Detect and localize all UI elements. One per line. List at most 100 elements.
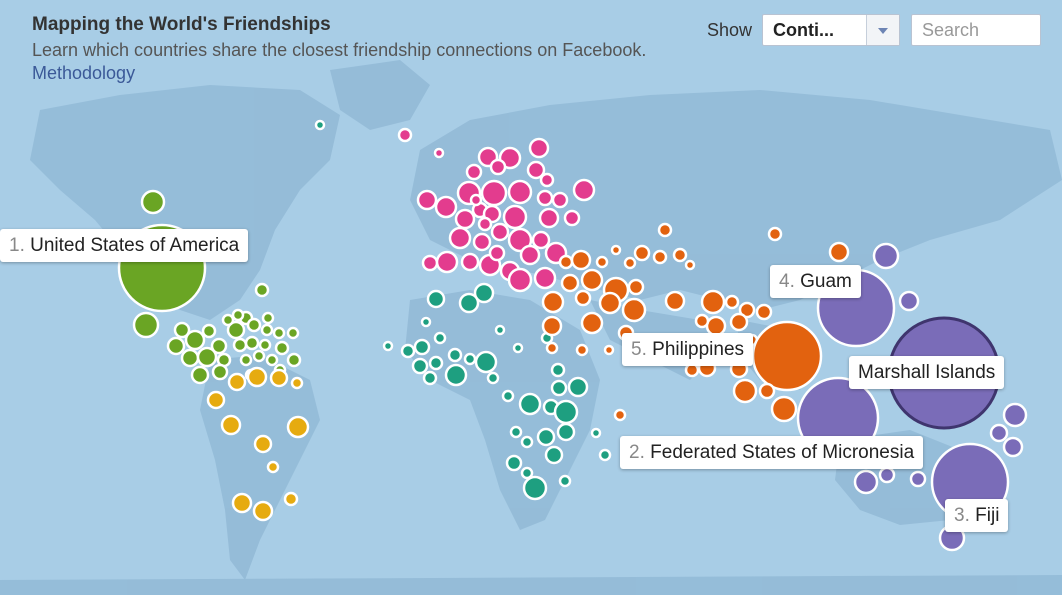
country-bubble-africa[interactable]	[494, 324, 506, 336]
country-bubble-oceania[interactable]	[898, 290, 920, 312]
country-bubble-asia[interactable]	[580, 311, 604, 335]
country-bubble-africa[interactable]	[428, 355, 444, 371]
country-bubble-north-america[interactable]	[196, 346, 218, 368]
methodology-link[interactable]: Methodology	[32, 63, 136, 83]
country-bubble-north-america[interactable]	[272, 326, 286, 340]
country-bubble-north-america[interactable]	[252, 349, 266, 363]
label-fiji[interactable]: 3. Fiji	[945, 499, 1009, 532]
country-bubble-africa[interactable]	[486, 371, 500, 385]
country-bubble-africa[interactable]	[550, 379, 568, 397]
country-bubble-africa[interactable]	[420, 316, 432, 328]
country-bubble-asia[interactable]	[732, 378, 758, 404]
country-bubble-north-america[interactable]	[231, 308, 245, 322]
country-bubble-north-america[interactable]	[180, 348, 200, 368]
country-bubble-north-america[interactable]	[210, 337, 228, 355]
country-bubble-oceania[interactable]	[989, 423, 1009, 443]
label-philippines[interactable]: 5. Philippines	[622, 333, 754, 366]
country-bubble-north-america[interactable]	[260, 323, 274, 337]
country-bubble-north-america[interactable]	[173, 321, 191, 339]
country-bubble-north-america[interactable]	[239, 353, 253, 367]
country-bubble-europe[interactable]	[528, 137, 550, 159]
country-bubble-europe[interactable]	[507, 179, 533, 205]
country-bubble-africa[interactable]	[426, 289, 446, 309]
search-input[interactable]	[911, 14, 1042, 46]
country-bubble-oceania[interactable]	[878, 466, 896, 484]
label-united-states[interactable]: 1. United States of America	[0, 229, 249, 262]
country-bubble-asia[interactable]	[570, 249, 592, 271]
country-bubble-africa[interactable]	[598, 448, 612, 462]
country-bubble-asia[interactable]	[595, 255, 609, 269]
label-micronesia[interactable]: 2. Federated States of Micronesia	[620, 436, 924, 469]
country-bubble-europe[interactable]	[533, 266, 557, 290]
country-bubble-europe[interactable]	[490, 222, 510, 242]
country-bubble-europe[interactable]	[572, 178, 596, 202]
country-bubble-africa[interactable]	[536, 427, 556, 447]
country-bubble-south-america[interactable]	[231, 492, 253, 514]
country-bubble-oceania[interactable]	[909, 470, 927, 488]
country-bubble-europe[interactable]	[454, 208, 476, 230]
country-bubble-south-america[interactable]	[290, 376, 304, 390]
country-bubble-asia[interactable]	[751, 320, 823, 392]
country-bubble-north-america[interactable]	[140, 189, 166, 215]
country-bubble-europe[interactable]	[465, 163, 483, 181]
country-bubble-oceania[interactable]	[1002, 402, 1028, 428]
country-bubble-europe[interactable]	[507, 267, 533, 293]
country-bubble-europe[interactable]	[488, 244, 506, 262]
country-bubble-asia[interactable]	[755, 303, 773, 321]
country-bubble-europe[interactable]	[460, 252, 480, 272]
country-bubble-asia[interactable]	[684, 259, 696, 271]
country-bubble-africa[interactable]	[553, 399, 579, 425]
country-bubble-africa[interactable]	[444, 363, 468, 387]
country-bubble-africa[interactable]	[474, 350, 498, 374]
country-bubble-asia[interactable]	[657, 222, 673, 238]
country-bubble-africa[interactable]	[447, 347, 463, 363]
country-bubble-africa[interactable]	[558, 474, 572, 488]
label-guam[interactable]: 4. Guam	[770, 265, 861, 298]
country-bubble-north-america[interactable]	[261, 311, 275, 325]
label-marshall-islands[interactable]: Marshall Islands	[849, 356, 1005, 389]
country-bubble-asia[interactable]	[664, 290, 686, 312]
country-bubble-africa[interactable]	[314, 119, 326, 131]
country-bubble-north-america[interactable]	[132, 311, 160, 339]
country-bubble-asia[interactable]	[758, 382, 776, 400]
country-bubble-asia[interactable]	[652, 249, 668, 265]
country-bubble-asia[interactable]	[694, 313, 710, 329]
country-bubble-south-america[interactable]	[269, 368, 289, 388]
country-bubble-europe[interactable]	[526, 160, 546, 180]
country-bubble-europe[interactable]	[421, 254, 439, 272]
country-bubble-oceania[interactable]	[1002, 436, 1024, 458]
country-bubble-africa[interactable]	[522, 475, 548, 501]
country-bubble-asia[interactable]	[574, 289, 592, 307]
country-bubble-africa[interactable]	[505, 454, 523, 472]
country-bubble-asia[interactable]	[580, 268, 604, 292]
country-bubble-asia[interactable]	[541, 315, 563, 337]
country-bubble-north-america[interactable]	[221, 313, 235, 327]
country-bubble-north-america[interactable]	[286, 352, 302, 368]
country-bubble-europe[interactable]	[551, 191, 569, 209]
country-bubble-africa[interactable]	[509, 425, 523, 439]
country-bubble-north-america[interactable]	[244, 335, 260, 351]
show-dropdown[interactable]: Conti...	[762, 14, 901, 46]
country-bubble-asia[interactable]	[700, 289, 726, 315]
country-bubble-south-america[interactable]	[252, 500, 274, 522]
country-bubble-europe[interactable]	[472, 232, 492, 252]
country-bubble-south-america[interactable]	[246, 366, 268, 388]
country-bubble-africa[interactable]	[473, 282, 495, 304]
country-bubble-asia[interactable]	[575, 343, 589, 357]
country-bubble-europe[interactable]	[519, 244, 541, 266]
country-bubble-north-america[interactable]	[190, 365, 210, 385]
country-bubble-asia[interactable]	[672, 247, 688, 263]
chevron-down-icon[interactable]	[866, 15, 900, 45]
country-bubble-africa[interactable]	[463, 352, 477, 366]
country-bubble-asia[interactable]	[623, 256, 637, 270]
country-bubble-north-america[interactable]	[274, 340, 290, 356]
country-bubble-europe[interactable]	[531, 230, 551, 250]
country-bubble-europe[interactable]	[507, 227, 533, 253]
country-bubble-north-america[interactable]	[232, 337, 248, 353]
country-bubble-asia[interactable]	[598, 291, 622, 315]
country-bubble-north-america[interactable]	[201, 323, 217, 339]
country-bubble-north-america[interactable]	[265, 353, 279, 367]
country-bubble-asia[interactable]	[621, 297, 647, 323]
country-bubble-asia[interactable]	[560, 273, 580, 293]
country-bubble-africa[interactable]	[567, 376, 589, 398]
